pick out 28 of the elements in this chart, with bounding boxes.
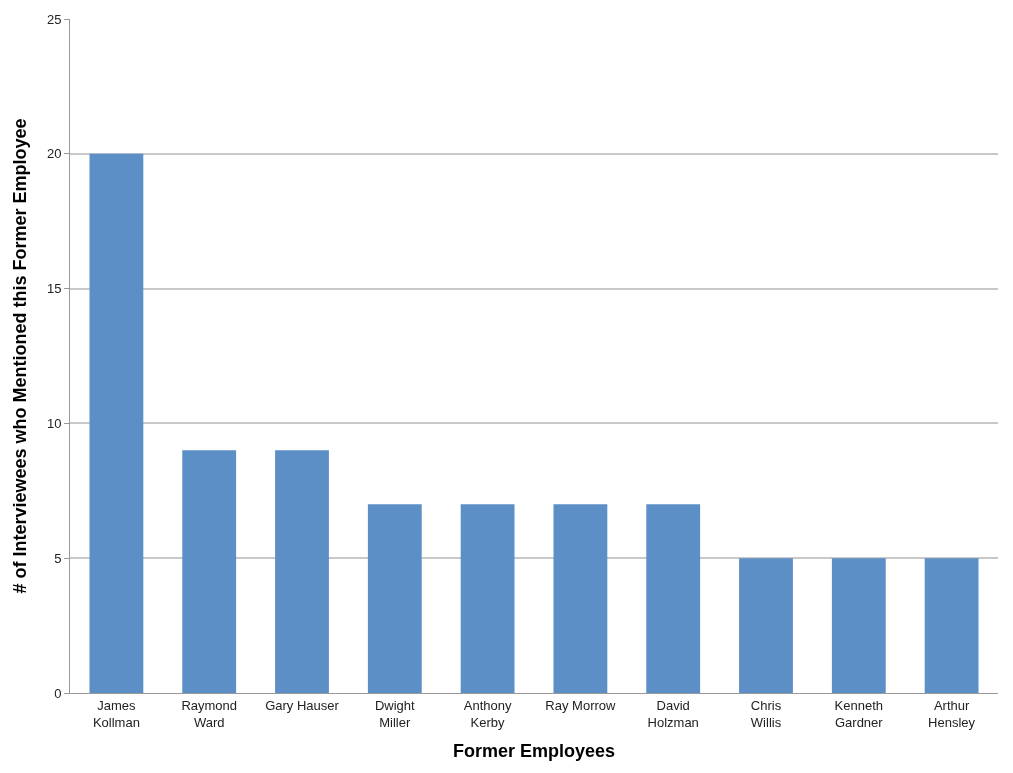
- y-tick-label: 0: [54, 685, 62, 701]
- x-tick-label: Dwight Miller: [374, 697, 416, 730]
- x-tick-label: David Holzman: [647, 697, 699, 730]
- bar: [739, 558, 793, 693]
- x-tick-label: Ray Morrow: [545, 697, 617, 713]
- bar: [89, 153, 144, 693]
- bar: [275, 450, 329, 693]
- y-tick-label: 5: [54, 550, 62, 566]
- x-tick-label: Kenneth Gardner: [834, 697, 884, 730]
- bar: [553, 504, 608, 693]
- y-axis-title: # of Interviewees who Mentioned this Former Employee: [10, 118, 31, 594]
- x-tick-label: Gary Hauser: [265, 697, 340, 713]
- bar: [646, 504, 701, 693]
- x-tick-label: Anthony Kerby: [463, 697, 512, 730]
- bar: [831, 558, 886, 693]
- y-tick-label: 20: [46, 146, 62, 162]
- y-tick-label: 15: [46, 281, 62, 297]
- bar: [924, 558, 979, 693]
- x-axis-title: Former Employees: [452, 740, 616, 761]
- y-tick-label: 25: [46, 11, 62, 27]
- y-tick-label: 10: [46, 415, 62, 431]
- x-tick-label: Arthur Hensley: [928, 697, 976, 730]
- bar: [367, 504, 422, 693]
- x-tick-label: Chris Willis: [750, 697, 782, 730]
- bar: [460, 504, 515, 693]
- x-tick-label: James Kollman: [92, 697, 140, 730]
- bar: [182, 450, 237, 693]
- x-tick-label: Raymond Ward: [181, 697, 238, 730]
